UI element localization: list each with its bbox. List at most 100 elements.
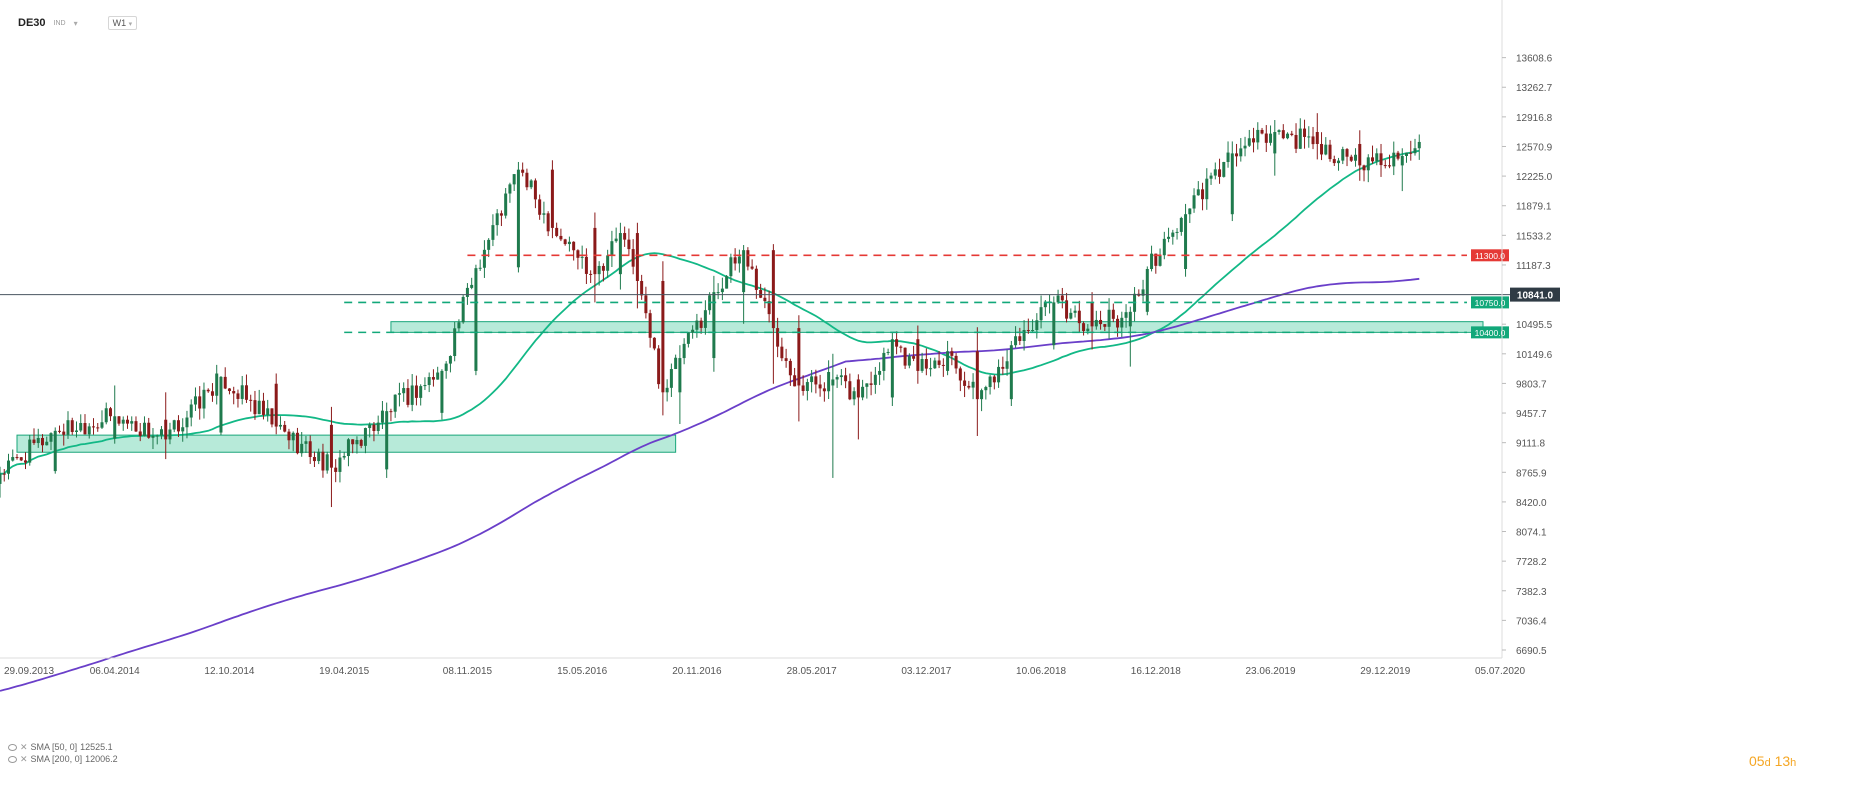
candle[interactable]	[457, 319, 461, 332]
candle[interactable]	[1184, 203, 1188, 277]
candle[interactable]	[559, 228, 563, 242]
candle[interactable]	[346, 438, 350, 467]
candle[interactable]	[2, 469, 6, 482]
candle[interactable]	[895, 331, 899, 355]
candle[interactable]	[219, 376, 223, 436]
candle[interactable]	[584, 248, 588, 285]
candle[interactable]	[1324, 137, 1328, 156]
candle[interactable]	[1209, 172, 1213, 185]
candle[interactable]	[788, 358, 792, 386]
candle[interactable]	[844, 367, 848, 389]
candle[interactable]	[499, 210, 503, 227]
candle[interactable]	[1111, 303, 1115, 323]
candle[interactable]	[36, 428, 40, 448]
candle[interactable]	[185, 410, 189, 439]
candle[interactable]	[1192, 188, 1196, 213]
candle[interactable]	[691, 325, 695, 339]
candle[interactable]	[1052, 296, 1056, 350]
candle[interactable]	[1388, 154, 1392, 169]
candle[interactable]	[916, 325, 920, 384]
candle[interactable]	[1281, 124, 1285, 140]
candle[interactable]	[912, 345, 916, 362]
candle[interactable]	[402, 382, 406, 402]
candle[interactable]	[91, 418, 95, 435]
candle[interactable]	[397, 382, 401, 407]
candle[interactable]	[623, 226, 627, 247]
candle[interactable]	[142, 416, 146, 437]
candle[interactable]	[1069, 308, 1073, 320]
candle[interactable]	[1150, 245, 1154, 272]
candle[interactable]	[950, 347, 954, 366]
candle[interactable]	[1133, 287, 1137, 322]
candle[interactable]	[1196, 181, 1200, 196]
candle[interactable]	[49, 432, 53, 451]
candle[interactable]	[771, 244, 775, 384]
candle[interactable]	[113, 385, 117, 444]
candle[interactable]	[848, 373, 852, 401]
candle[interactable]	[193, 387, 197, 411]
candle[interactable]	[941, 358, 945, 377]
candle[interactable]	[703, 300, 707, 335]
candle[interactable]	[444, 361, 448, 379]
candle[interactable]	[495, 209, 499, 236]
candle[interactable]	[1307, 126, 1311, 148]
candle[interactable]	[555, 222, 559, 238]
candle[interactable]	[1014, 326, 1018, 348]
candle[interactable]	[1413, 138, 1417, 156]
candle[interactable]	[1022, 320, 1026, 351]
candle[interactable]	[427, 372, 431, 393]
candle[interactable]	[618, 222, 622, 290]
candle[interactable]	[861, 379, 865, 401]
candle[interactable]	[176, 415, 180, 437]
candle[interactable]	[474, 264, 478, 376]
candle[interactable]	[1145, 266, 1149, 316]
candle[interactable]	[108, 406, 112, 422]
candle[interactable]	[827, 360, 831, 399]
candle[interactable]	[295, 427, 299, 455]
candle[interactable]	[317, 448, 321, 465]
candle[interactable]	[652, 337, 656, 351]
candle[interactable]	[1120, 311, 1124, 338]
candle[interactable]	[261, 392, 265, 420]
candle[interactable]	[436, 366, 440, 380]
candle[interactable]	[1103, 324, 1107, 331]
candle[interactable]	[62, 423, 66, 446]
candle[interactable]	[147, 417, 151, 439]
candle[interactable]	[19, 457, 23, 462]
candle[interactable]	[610, 230, 614, 267]
candle[interactable]	[682, 338, 686, 365]
candle[interactable]	[627, 228, 631, 255]
candle[interactable]	[550, 160, 554, 239]
candle[interactable]	[1056, 289, 1060, 304]
candle[interactable]	[933, 357, 937, 369]
candle[interactable]	[593, 212, 597, 303]
candle[interactable]	[597, 261, 601, 286]
close-icon[interactable]: ✕	[20, 754, 28, 764]
candle[interactable]	[793, 367, 797, 387]
candle[interactable]	[1243, 136, 1247, 157]
candle[interactable]	[1201, 182, 1205, 211]
candle[interactable]	[1409, 140, 1413, 161]
candle[interactable]	[648, 309, 652, 348]
candle[interactable]	[674, 354, 678, 370]
candle[interactable]	[70, 417, 74, 435]
candle[interactable]	[253, 390, 257, 420]
candle[interactable]	[40, 434, 44, 453]
candle[interactable]	[606, 249, 610, 278]
candle[interactable]	[508, 182, 512, 203]
candle[interactable]	[1332, 155, 1336, 167]
candle[interactable]	[1349, 154, 1353, 163]
candle[interactable]	[96, 423, 100, 432]
candle[interactable]	[839, 369, 843, 386]
candle[interactable]	[189, 399, 193, 427]
candle[interactable]	[890, 332, 894, 407]
candle[interactable]	[414, 375, 418, 406]
candle[interactable]	[406, 379, 410, 408]
candle[interactable]	[533, 178, 537, 209]
candle[interactable]	[1213, 162, 1217, 180]
candle[interactable]	[308, 435, 312, 464]
candle[interactable]	[1294, 123, 1298, 154]
candle[interactable]	[198, 386, 202, 420]
candle[interactable]	[130, 416, 134, 431]
candle[interactable]	[1009, 340, 1013, 407]
